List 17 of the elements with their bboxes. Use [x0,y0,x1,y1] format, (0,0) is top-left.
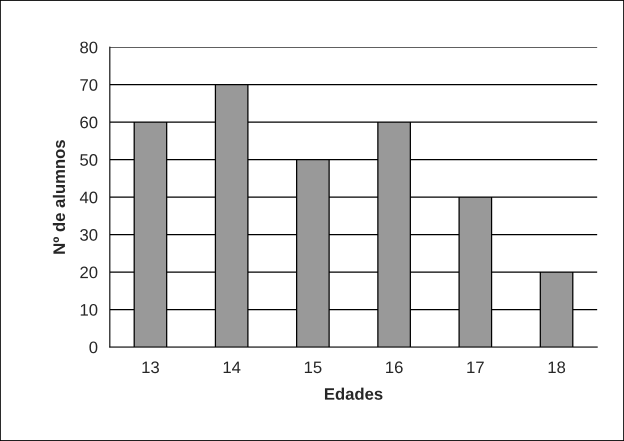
y-tick-label: 50 [80,154,98,166]
y-tick-label: 40 [80,192,98,204]
x-tick-label: 14 [224,362,240,374]
y-tick-label: 80 [80,42,98,54]
y-tick-label: 60 [80,116,98,128]
x-tick-label: 13 [142,361,159,374]
y-tick-label: 30 [80,229,98,241]
y-tick-label: 0 [89,341,98,354]
x-tick-label: 16 [386,361,403,374]
x-tick-label: 17 [467,362,484,374]
y-tick-label: 10 [80,304,98,316]
y-tick-label: 70 [80,79,98,91]
y-axis-title: Nº de alumnos [52,140,66,254]
x-tick-label: 15 [304,362,322,374]
x-tick-label: 18 [548,361,566,374]
x-axis-title: Edades [324,388,382,400]
y-tick-label: 20 [80,266,98,278]
